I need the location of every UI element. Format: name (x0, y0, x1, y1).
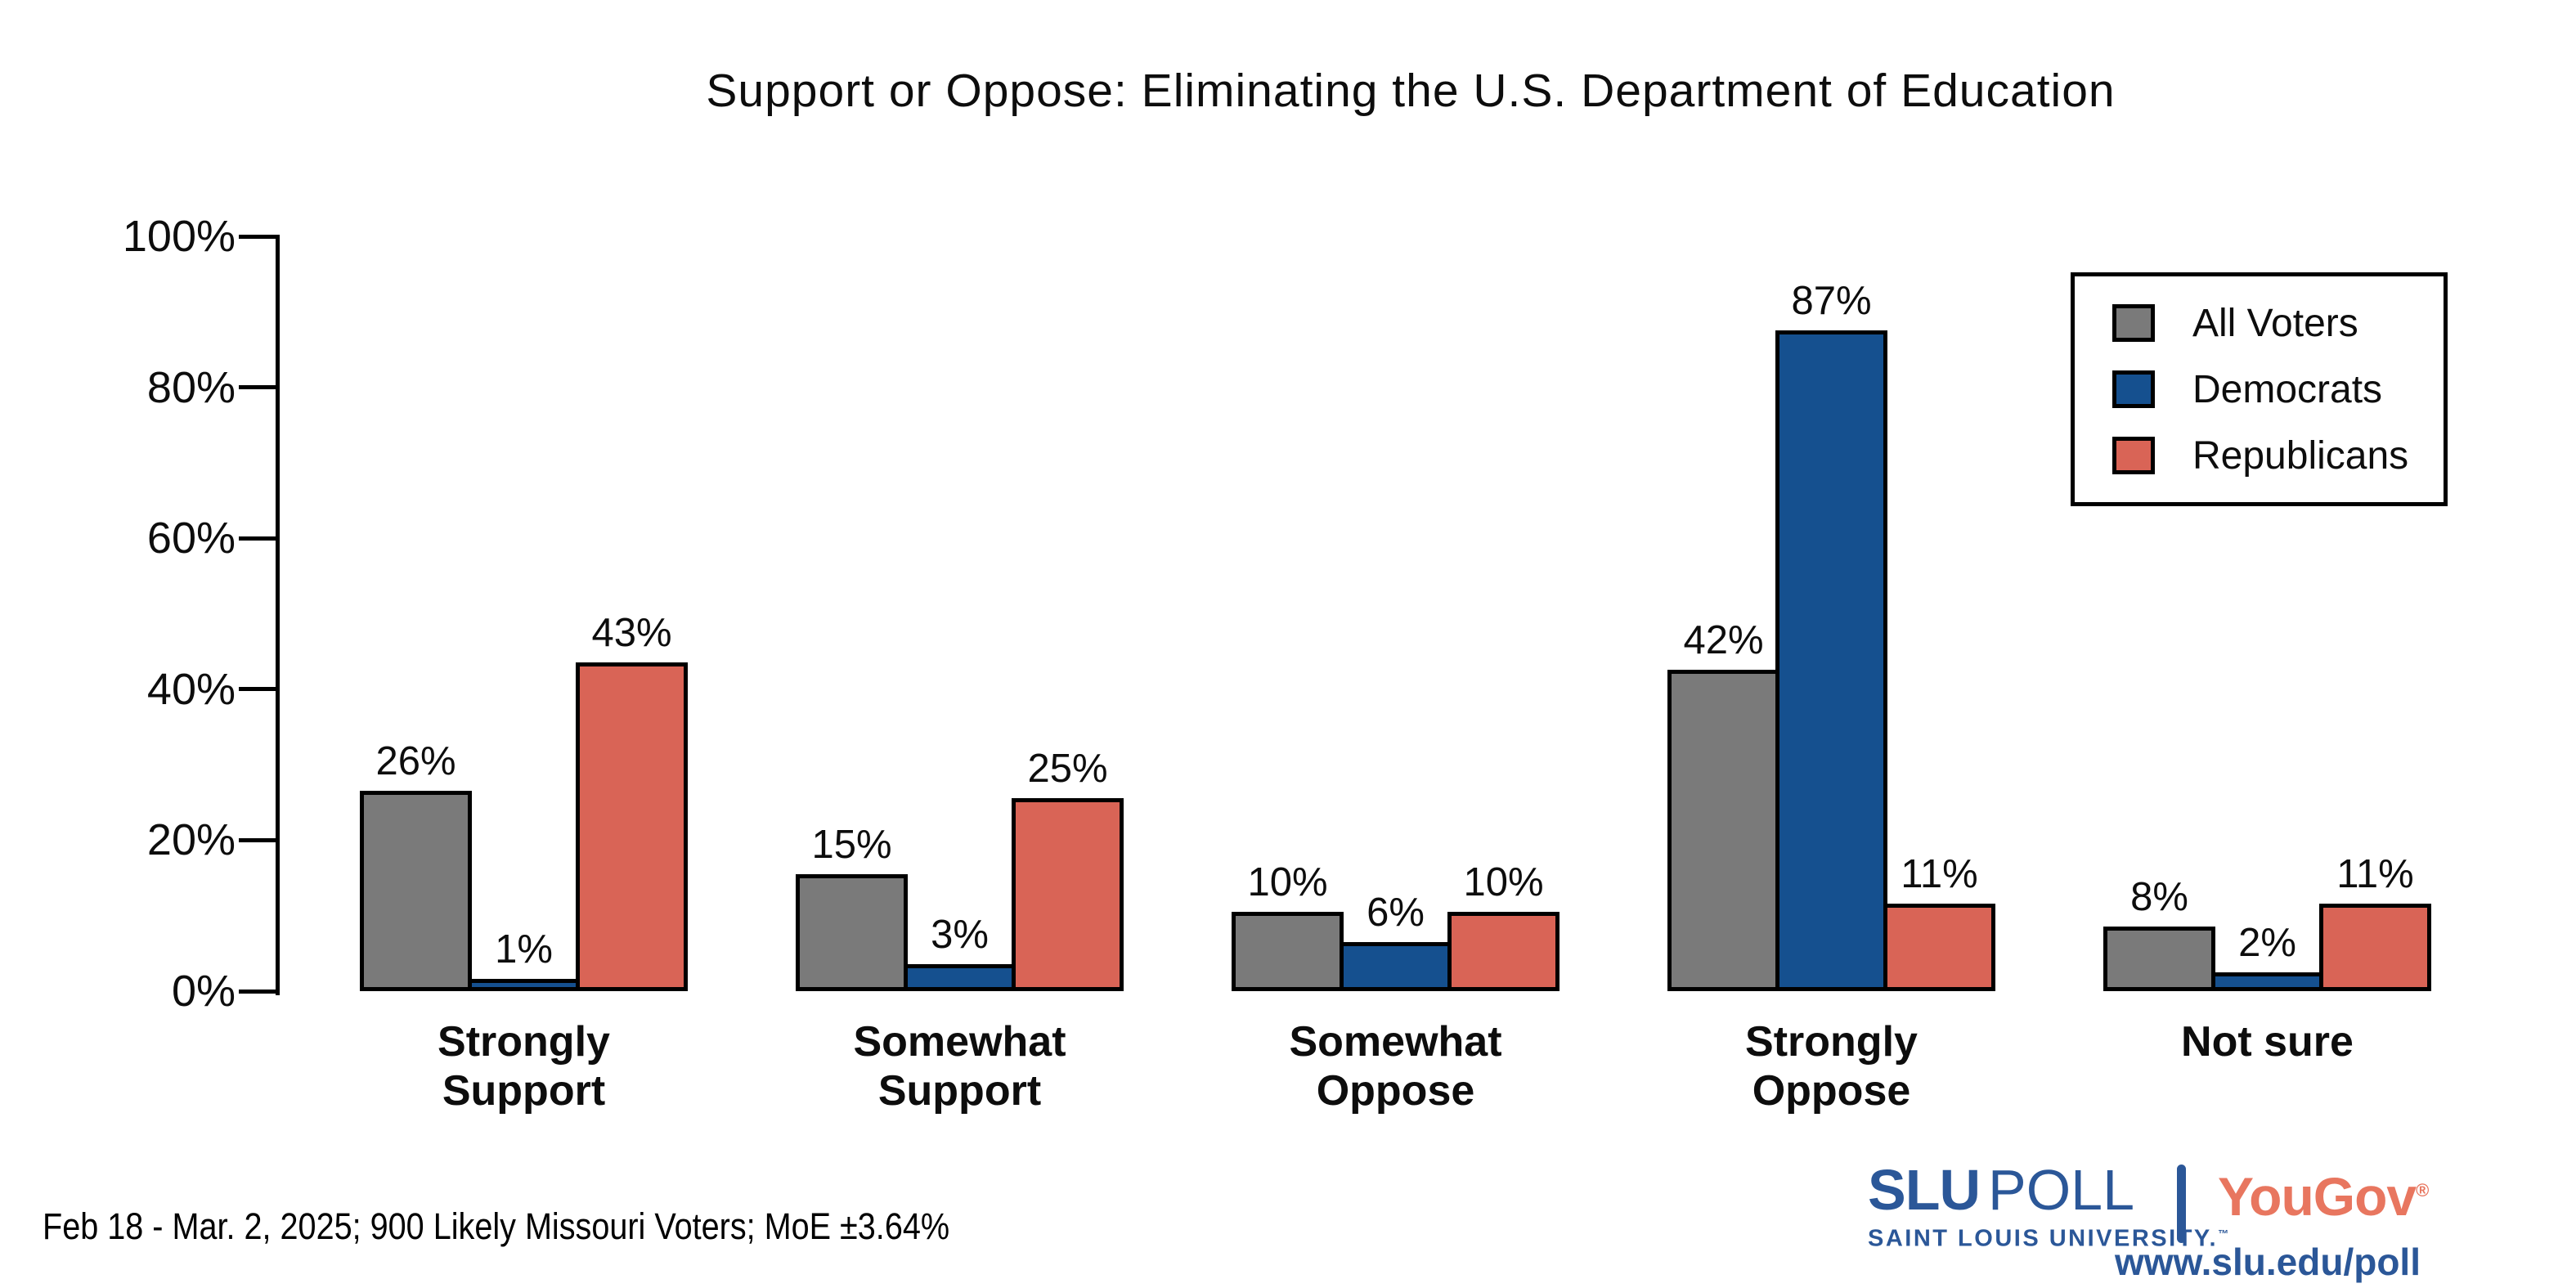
bar-all-voters (796, 873, 908, 991)
y-axis-tick (239, 687, 276, 692)
bar-value-label: 2% (2238, 920, 2296, 965)
bar-democrats (904, 964, 1016, 991)
bar-republicans (2319, 904, 2431, 991)
bar-democrats (468, 979, 580, 991)
legend-swatch (2112, 304, 2155, 342)
y-axis-tick-label: 40% (146, 664, 236, 714)
legend-label: All Voters (2192, 301, 2358, 345)
bar-democrats (2211, 972, 2323, 991)
bar-republicans (576, 662, 688, 991)
saint-louis-university-text: SAINT LOUIS UNIVERSITY. (1868, 1225, 2219, 1252)
y-axis-tick-label: 80% (146, 362, 236, 412)
category-label: Somewhat Support (853, 1018, 1066, 1115)
y-axis-tick (239, 234, 276, 239)
legend-item: All Voters (2112, 301, 2408, 346)
bar-value-label: 11% (1901, 852, 1978, 897)
trademark-symbol: ™ (2218, 1227, 2229, 1240)
legend: All Voters Democrats Republicans (2071, 272, 2448, 506)
y-axis-tick-label: 20% (146, 815, 236, 865)
bar-republicans (1883, 904, 1995, 991)
bar-value-label: 10% (1247, 859, 1328, 904)
legend-item: Democrats (2112, 367, 2408, 412)
bar-value-label: 11% (2336, 852, 2414, 897)
slu-poll-wordmark: SLU POLL (1868, 1161, 2228, 1218)
bar-value-label: 6% (1367, 890, 1425, 935)
yougov-logo: YouGov® (2218, 1166, 2429, 1227)
bar-value-label: 43% (591, 611, 672, 656)
legend-rows: All Voters Democrats Republicans (2075, 301, 2408, 478)
poll-wordmark: POLL (1988, 1158, 2134, 1222)
registered-symbol: ® (2416, 1180, 2429, 1200)
yougov-wordmark: YouGov (2218, 1166, 2417, 1227)
slu-poll-logo: SLU POLL SAINT LOUIS UNIVERSITY.™ (1868, 1161, 2228, 1251)
y-axis-tick (239, 385, 276, 390)
bar-all-voters (1667, 670, 1779, 991)
legend-label: Republicans (2192, 433, 2409, 478)
saint-louis-university-label: SAINT LOUIS UNIVERSITY.™ (1868, 1222, 2228, 1251)
bar-democrats (1340, 941, 1452, 991)
y-axis-line (276, 235, 280, 995)
legend-item: Republicans (2112, 433, 2408, 478)
bar-value-label: 15% (811, 822, 892, 867)
chart-title: Support or Oppose: Eliminating the U.S. … (706, 65, 2116, 117)
bar-all-voters (360, 791, 472, 991)
category-label: Strongly Support (438, 1018, 610, 1115)
source-footnote: Feb 18 - Mar. 2, 2025; 900 Likely Missou… (43, 1205, 950, 1247)
bar-all-voters (1232, 911, 1344, 991)
bar-democrats (1775, 330, 1887, 991)
legend-swatch (2112, 437, 2155, 474)
bar-value-label: 8% (2130, 875, 2188, 920)
y-axis-tick (239, 989, 276, 994)
legend-label: Democrats (2192, 367, 2383, 411)
y-axis-tick (239, 536, 276, 541)
slu-poll-url: www.slu.edu/poll (2115, 1241, 2421, 1283)
category-label: Somewhat Oppose (1289, 1018, 1502, 1115)
slu-wordmark-bold: SLU (1868, 1158, 1981, 1222)
bar-value-label: 25% (1027, 747, 1108, 792)
legend-swatch (2112, 370, 2155, 408)
y-axis-tick-label: 100% (122, 212, 236, 261)
category-label: Strongly Oppose (1745, 1018, 1918, 1115)
bar-republicans (1012, 798, 1124, 991)
bar-value-label: 1% (495, 927, 553, 972)
logo-divider-bar (2177, 1165, 2186, 1243)
y-axis-tick-label: 0% (171, 967, 236, 1016)
bar-value-label: 10% (1463, 859, 1544, 904)
bar-value-label: 87% (1791, 278, 1872, 323)
bar-value-label: 26% (375, 739, 456, 784)
bar-value-label: 3% (931, 913, 989, 958)
bar-republicans (1447, 911, 1560, 991)
category-label: Not sure (2181, 1018, 2354, 1066)
bar-all-voters (2103, 927, 2215, 991)
y-axis-tick-label: 60% (146, 514, 236, 563)
bar-value-label: 42% (1683, 618, 1764, 663)
y-axis-tick (239, 837, 276, 842)
